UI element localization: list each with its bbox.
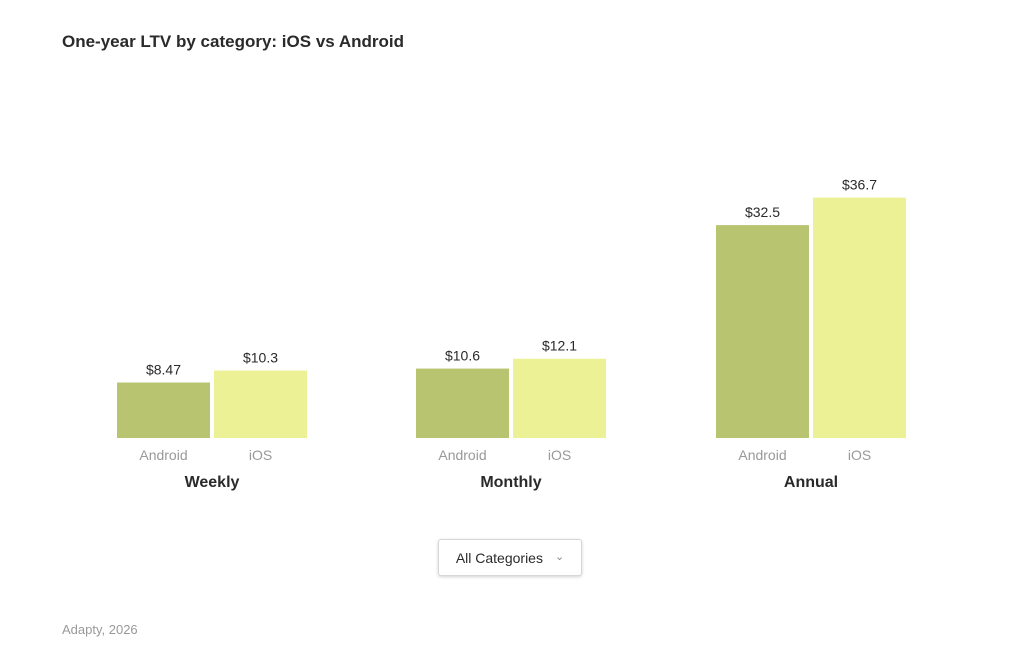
value-label-annual-ios: $36.7 [842,177,877,193]
bar-monthly-ios [513,358,606,438]
platform-label-weekly-android: Android [139,447,187,463]
platform-label-annual-android: Android [738,447,786,463]
chevron-down-icon: ⌄ [554,551,565,563]
bar-weekly-ios [214,370,307,438]
source-note: Adapty, 2026 [62,622,138,637]
dropdown-label: All Categories [455,549,543,566]
chart-title: One-year LTV by category: iOS vs Android [62,32,404,51]
bar-annual-ios [813,197,906,438]
value-label-monthly-ios: $12.1 [542,338,577,354]
value-label-weekly-android: $8.47 [146,362,181,378]
value-label-annual-android: $32.5 [745,204,780,220]
category-label-annual: Annual [784,474,838,491]
bar-weekly-android [117,382,210,438]
platform-label-monthly-android: Android [438,447,486,463]
bar-chart: $8.47 Android $10.3 iOS Weekly $10.6 Android $1… [117,177,906,491]
value-label-monthly-android: $10.6 [445,348,480,364]
category-label-weekly: Weekly [185,474,240,491]
platform-label-annual-ios: iOS [848,447,871,463]
category-dropdown[interactable]: All Categories ⌄ [438,539,582,576]
bar-monthly-android [416,368,509,438]
value-label-weekly-ios: $10.3 [243,350,278,366]
platform-label-monthly-ios: iOS [548,447,571,463]
platform-label-weekly-ios: iOS [249,447,272,463]
category-label-monthly: Monthly [480,474,541,491]
bar-annual-android [716,225,809,438]
